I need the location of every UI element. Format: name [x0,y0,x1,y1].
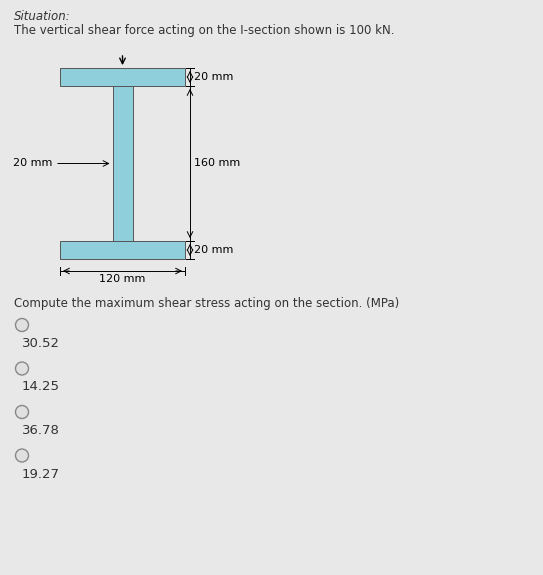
Circle shape [16,405,28,419]
Text: 36.78: 36.78 [22,424,60,437]
Text: 120 mm: 120 mm [99,274,146,284]
Text: Compute the maximum shear stress acting on the section. (MPa): Compute the maximum shear stress acting … [14,297,399,310]
Bar [112,86,132,241]
Text: 20 mm: 20 mm [194,245,233,255]
Text: 20 mm: 20 mm [12,159,52,168]
Circle shape [16,319,28,332]
Circle shape [16,449,28,462]
Text: Situation:: Situation: [14,10,71,23]
Text: 30.52: 30.52 [22,337,60,350]
Text: 160 mm: 160 mm [194,159,240,168]
Text: The vertical shear force acting on the I-section shown is 100 kN.: The vertical shear force acting on the I… [14,24,395,37]
Bar [60,241,185,259]
Text: 14.25: 14.25 [22,381,60,393]
Bar [60,68,185,86]
Text: 20 mm: 20 mm [194,72,233,82]
Circle shape [16,362,28,375]
Text: 19.27: 19.27 [22,467,60,481]
